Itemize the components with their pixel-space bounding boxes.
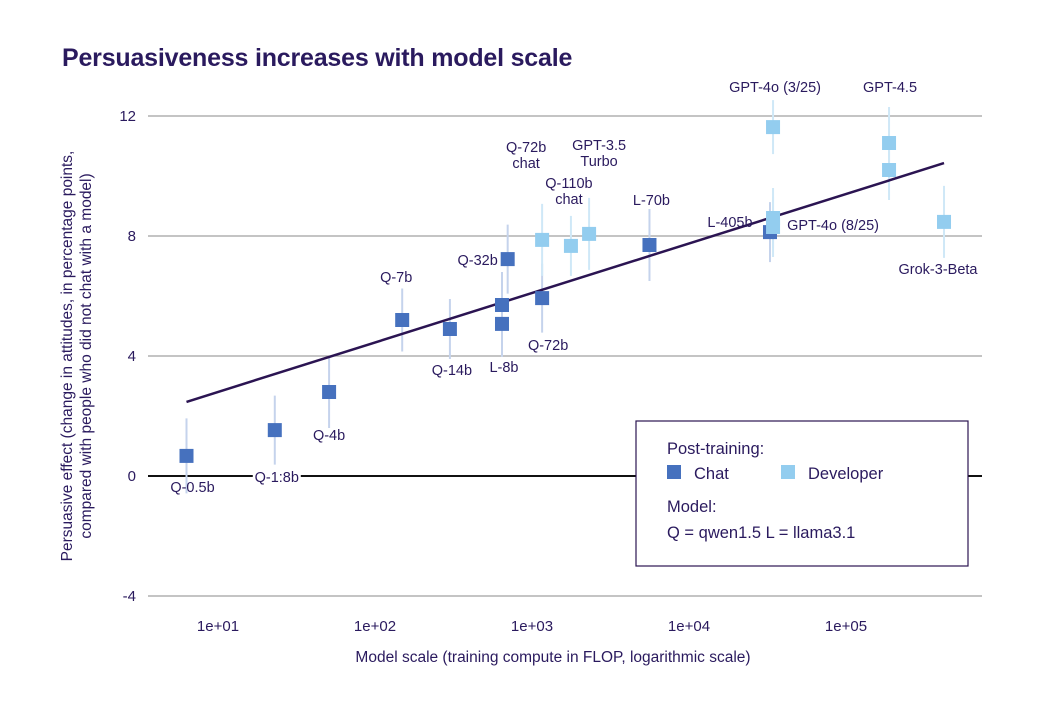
x-tick-label: 1e+04 xyxy=(668,618,710,635)
y-axis-label: Persuasive effect (change in attitudes, … xyxy=(59,151,95,562)
x-tick-label: 1e+05 xyxy=(825,618,867,635)
point-label: GPT-4o (3/25) xyxy=(729,80,821,96)
trend-line xyxy=(186,161,945,404)
data-point-chat xyxy=(179,448,194,463)
data-point-developer xyxy=(766,220,781,234)
legend-model-key: Q = qwen1.5 L = llama3.1 xyxy=(667,524,855,542)
data-point-chat xyxy=(500,252,515,267)
point-label: Q-110b chat xyxy=(545,176,592,208)
data-point-developer xyxy=(582,226,597,241)
data-point-developer xyxy=(535,232,550,247)
data-point-chat xyxy=(494,316,509,331)
y-tick-label: -4 xyxy=(123,588,136,605)
y-tick-label: 0 xyxy=(128,468,136,485)
legend-box xyxy=(635,420,969,567)
point-label: L-70b xyxy=(633,193,670,209)
y-tick-label: 8 xyxy=(128,228,136,245)
data-point-chat xyxy=(267,423,282,438)
data-point-developer xyxy=(766,120,781,135)
data-point-developer xyxy=(937,214,952,229)
data-point-chat xyxy=(322,385,337,399)
legend-chat-label: Chat xyxy=(694,465,729,483)
x-axis-label: Model scale (training compute in FLOP, l… xyxy=(355,649,750,666)
point-label: L-405b xyxy=(707,215,752,231)
chart-title: Persuasiveness increases with model scal… xyxy=(62,44,573,72)
data-point-chat xyxy=(442,322,457,336)
data-point-developer xyxy=(882,136,897,150)
legend-developer-label: Developer xyxy=(808,465,884,483)
legend-developer-swatch xyxy=(781,465,795,479)
data-point-chat xyxy=(642,238,657,252)
y-tick-label: 4 xyxy=(128,348,136,365)
label-background xyxy=(252,468,301,488)
x-tick-label: 1e+03 xyxy=(511,618,553,635)
point-label: GPT-4o (8/25) xyxy=(787,218,879,234)
point-label: Q-14b xyxy=(432,363,472,379)
legend-title-post-training: Post-training: xyxy=(667,440,764,458)
legend-title-model: Model: xyxy=(667,498,717,516)
point-label: Q-1:8b xyxy=(255,470,299,486)
point-label: Q-0.5b xyxy=(170,480,214,496)
point-label: Q-7b xyxy=(380,270,412,286)
point-label: Q-72b xyxy=(528,338,568,354)
data-point-chat xyxy=(535,291,550,306)
point-label: Q-32b xyxy=(458,253,498,269)
y-tick-label: 12 xyxy=(119,108,136,125)
data-point-chat xyxy=(494,298,509,312)
x-tick-label: 1e+02 xyxy=(354,618,396,635)
x-tick-label: 1e+01 xyxy=(197,618,239,635)
data-point-chat xyxy=(395,313,410,327)
point-label: GPT-3.5 Turbo xyxy=(572,138,626,170)
point-label: L-8b xyxy=(489,360,518,376)
point-label: GPT-4.5 xyxy=(863,80,917,96)
point-label: Q-72b chat xyxy=(506,140,546,172)
data-point-developer xyxy=(882,163,897,177)
data-point-developer xyxy=(563,238,578,253)
point-label: Grok-3-Beta xyxy=(899,262,979,278)
point-label: Q-4b xyxy=(313,428,345,444)
legend-chat-swatch xyxy=(667,465,681,479)
